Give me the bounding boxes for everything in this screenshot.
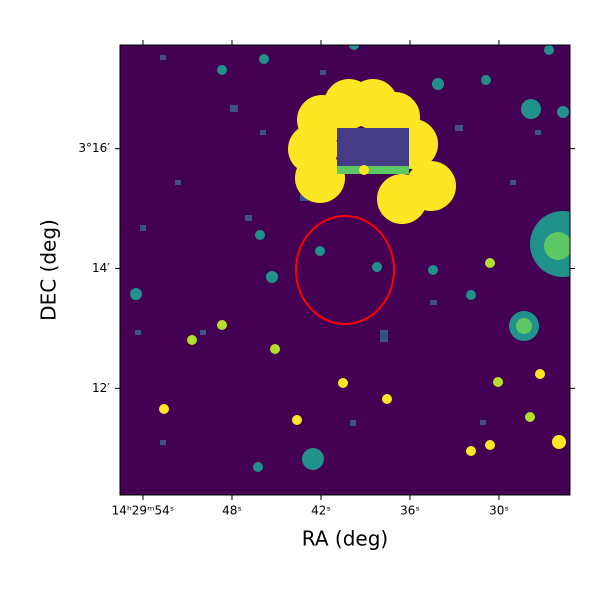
y-tick-label: 12′ [92,381,110,395]
x-tick-label: 30ˢ [489,504,509,518]
y-tick-label: 14′ [92,261,110,275]
x-axis-label: RA (deg) [302,527,388,551]
image [120,45,570,495]
y-tick-label: 3°16′ [78,141,110,155]
x-tick-label: 36ˢ [400,504,420,518]
x-tick-label: 48ˢ [222,504,242,518]
x-tick-label: 42ˢ [311,504,331,518]
x-tick-label: 14ʰ29ᵐ54ˢ [112,504,175,518]
y-axis-label: DEC (deg) [37,219,61,321]
plot-frame [119,44,571,496]
